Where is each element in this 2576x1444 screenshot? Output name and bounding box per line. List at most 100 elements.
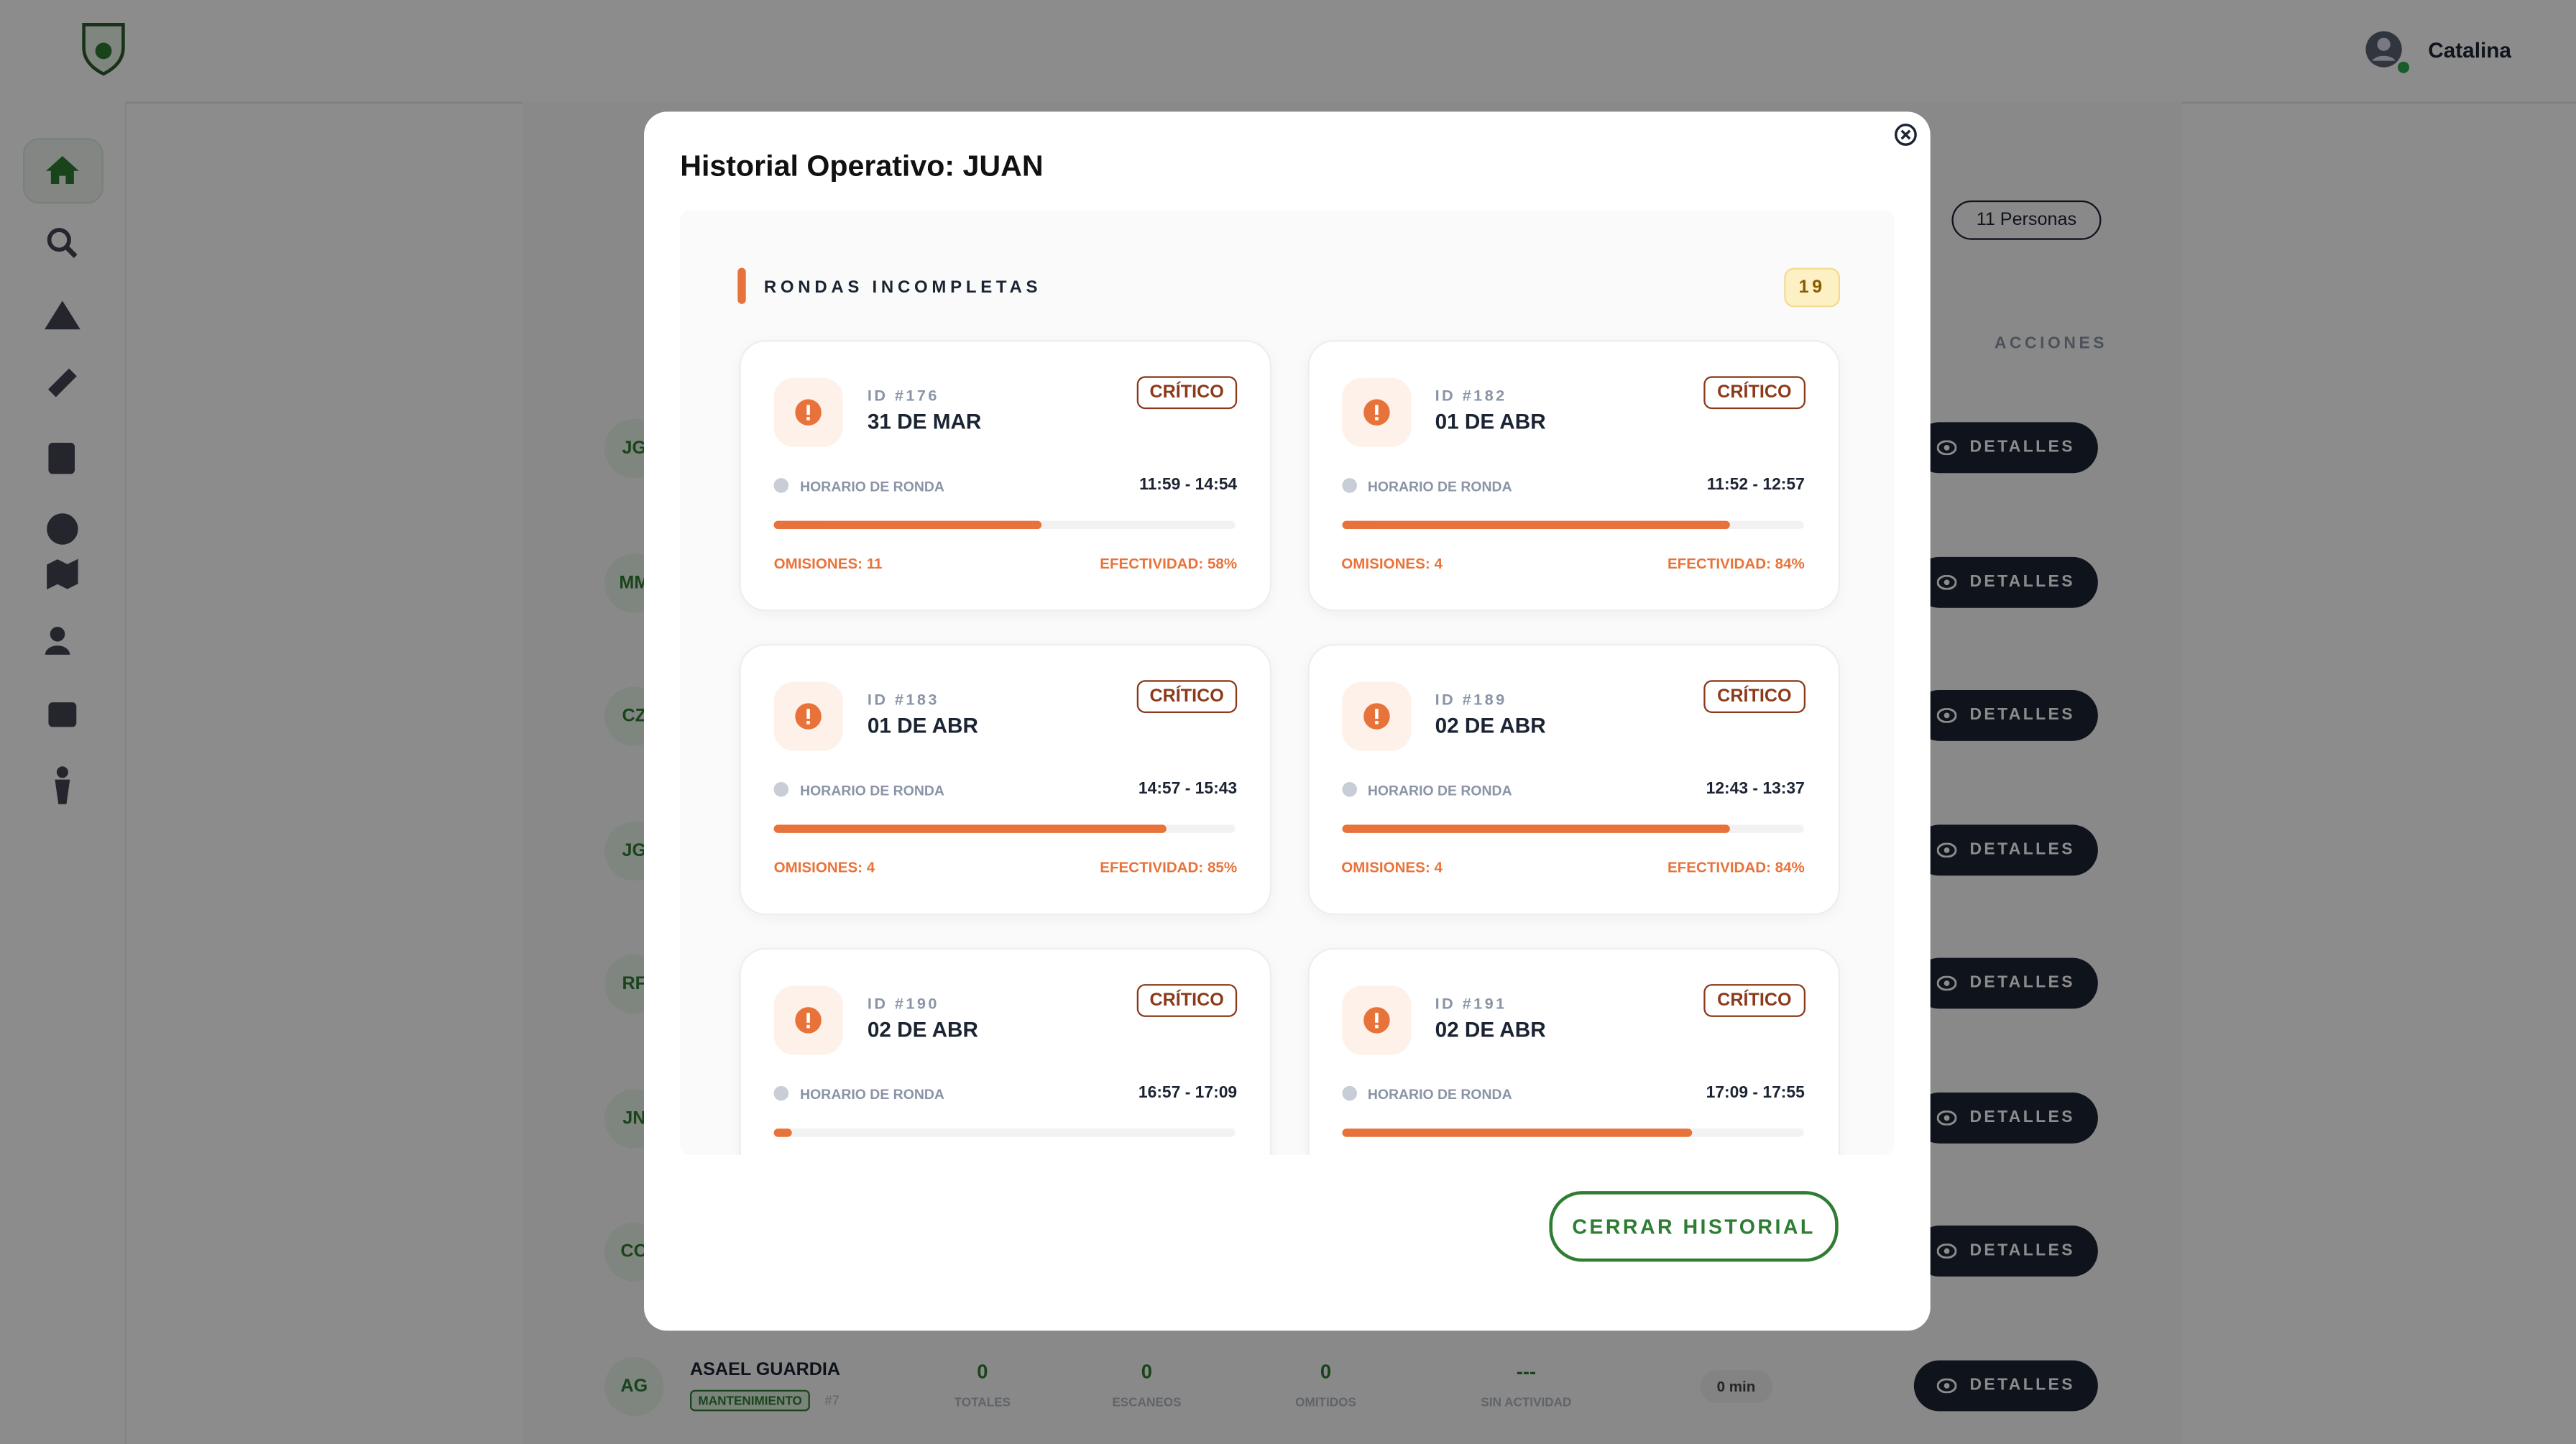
round-card: ID #182 01 DE ABR CRÍTICO HORARIO DE RONDA 1… xyxy=(1307,340,1839,612)
clock-icon xyxy=(1341,781,1356,797)
user-avatar[interactable] xyxy=(2364,29,2410,75)
modal: Historial Operativo: JUAN RONDAS INCOMPL… xyxy=(643,111,1931,1331)
progress-bar xyxy=(773,824,1167,833)
round-date: 02 DE ABR xyxy=(1435,712,1546,738)
round-id: ID #190 xyxy=(867,995,939,1014)
nav-active[interactable] xyxy=(22,137,104,204)
omissions: OMISIONES: 4 xyxy=(1341,555,1443,572)
progress-bar xyxy=(1341,1128,1693,1137)
alert-icon xyxy=(1341,681,1411,751)
omissions: OMISIONES: 4 xyxy=(1341,859,1443,876)
details-label[interactable]: DETALLES xyxy=(1969,438,2075,457)
omissions: OMISIONES: 11 xyxy=(773,555,883,572)
effectiveness: EFECTIVIDAD: 84% xyxy=(1667,555,1805,572)
progress-track xyxy=(773,520,1236,529)
eye-icon xyxy=(1936,1377,1957,1393)
schedule-label: HORARIO DE RONDA xyxy=(800,781,944,799)
round-id: ID #182 xyxy=(1435,387,1507,406)
round-date: 01 DE ABR xyxy=(1435,409,1546,434)
schedule-label: HORARIO DE RONDA xyxy=(1367,1085,1512,1103)
guard-number: #7 xyxy=(824,1393,840,1408)
details-button[interactable]: DETALLES xyxy=(1913,1225,2098,1277)
alert-glyph xyxy=(1362,1007,1389,1034)
round-date: 01 DE ABR xyxy=(867,712,978,738)
stat-label: TOTALES xyxy=(954,1394,1011,1410)
omissions: OMISIONES: 4 xyxy=(773,859,875,876)
alert-icon xyxy=(773,985,843,1055)
details-label[interactable]: DETALLES xyxy=(1969,706,2075,725)
round-card: ID #183 01 DE ABR CRÍTICO HORARIO DE RONDA 1… xyxy=(739,643,1272,916)
close-icon[interactable] xyxy=(1894,123,1917,146)
effectiveness: EFECTIVIDAD: 58% xyxy=(1100,555,1238,572)
alert-icon xyxy=(1341,985,1411,1055)
alert-glyph xyxy=(1362,399,1389,426)
details-button[interactable]: DETALLES xyxy=(1913,957,2098,1009)
round-date: 31 DE MAR xyxy=(867,409,982,434)
section-title: RONDAS INCOMPLETAS xyxy=(763,277,1042,298)
close-button[interactable]: CERRAR HISTORIAL xyxy=(1549,1191,1839,1262)
alert-glyph xyxy=(795,703,822,730)
round-card: ID #189 02 DE ABR CRÍTICO HORARIO DE RONDA 1… xyxy=(1307,643,1839,916)
details-label[interactable]: DETALLES xyxy=(1969,1376,2075,1394)
details-button[interactable]: DETALLES xyxy=(1913,1359,2098,1411)
round-card: ID #191 02 DE ABR CRÍTICO HORARIO DE RONDA 1… xyxy=(1307,947,1839,1155)
details-button[interactable]: DETALLES xyxy=(1913,422,2098,474)
eye-icon xyxy=(1936,708,1957,723)
stat-label: ESCANEOS xyxy=(1112,1394,1182,1410)
round-card: ID #190 02 DE ABR CRÍTICO HORARIO DE RONDA 1… xyxy=(739,947,1272,1155)
schedule: 12:43 - 13:37 xyxy=(1706,780,1805,799)
round-card: ID #176 31 DE MAR CRÍTICO HORARIO DE RONDA 1… xyxy=(739,340,1272,612)
eye-icon xyxy=(1936,574,1957,589)
details-label[interactable]: DETALLES xyxy=(1969,572,2075,591)
status-badge: CRÍTICO xyxy=(1136,680,1238,713)
details-label[interactable]: DETALLES xyxy=(1969,1108,2075,1126)
nav-icons[interactable] xyxy=(42,151,82,939)
stat-label: OMITIDOS xyxy=(1295,1394,1356,1410)
alert-glyph xyxy=(795,399,822,426)
time-pill: 0 min xyxy=(1700,1370,1772,1403)
clock-icon xyxy=(773,781,789,797)
progress-track xyxy=(773,824,1236,833)
schedule: 11:59 - 14:54 xyxy=(1139,476,1238,495)
details-button[interactable]: DETALLES xyxy=(1913,689,2098,741)
schedule-label: HORARIO DE RONDA xyxy=(1367,781,1512,799)
details-label[interactable]: DETALLES xyxy=(1969,840,2075,859)
details-label[interactable]: DETALLES xyxy=(1969,974,2075,993)
status-badge: CRÍTICO xyxy=(1136,984,1238,1017)
section-count: 19 xyxy=(1784,267,1840,308)
schedule: 14:57 - 15:43 xyxy=(1138,780,1238,799)
stat-value: 0 xyxy=(1141,1360,1153,1384)
status-badge: CRÍTICO xyxy=(1703,376,1805,410)
stat-value: 0 xyxy=(1320,1360,1332,1384)
effectiveness: EFECTIVIDAD: 84% xyxy=(1667,859,1805,876)
eye-icon xyxy=(1936,440,1957,456)
round-id: ID #176 xyxy=(867,387,939,406)
schedule: 16:57 - 17:09 xyxy=(1138,1084,1238,1103)
details-button[interactable]: DETALLES xyxy=(1913,824,2098,875)
round-id: ID #189 xyxy=(1435,691,1507,710)
alert-glyph xyxy=(795,1007,822,1034)
alert-icon xyxy=(1341,377,1411,447)
effectiveness: EFECTIVIDAD: 85% xyxy=(1100,859,1238,876)
details-button[interactable]: DETALLES xyxy=(1913,556,2098,607)
alert-icon xyxy=(773,681,843,751)
alert-icon xyxy=(773,377,843,447)
stat-value: 0 xyxy=(977,1360,988,1384)
progress-bar xyxy=(773,1128,793,1137)
round-id: ID #183 xyxy=(867,691,939,710)
progress-track xyxy=(1341,1128,1803,1137)
eye-icon xyxy=(1936,975,1957,991)
guard-role: MANTENIMIENTO xyxy=(689,1389,811,1412)
details-label[interactable]: DETALLES xyxy=(1969,1241,2075,1261)
status-badge: CRÍTICO xyxy=(1703,984,1805,1017)
round-date: 02 DE ABR xyxy=(867,1016,978,1042)
status-badge: CRÍTICO xyxy=(1703,680,1805,713)
modal-title: Historial Operativo: JUAN xyxy=(680,149,1044,183)
clock-icon xyxy=(1341,478,1356,493)
section-accent xyxy=(737,267,746,304)
user-name[interactable]: Catalina xyxy=(2428,37,2511,63)
count-badge: 11 Personas xyxy=(1951,200,2102,240)
schedule: 17:09 - 17:55 xyxy=(1706,1084,1805,1103)
details-button[interactable]: DETALLES xyxy=(1913,1091,2098,1143)
